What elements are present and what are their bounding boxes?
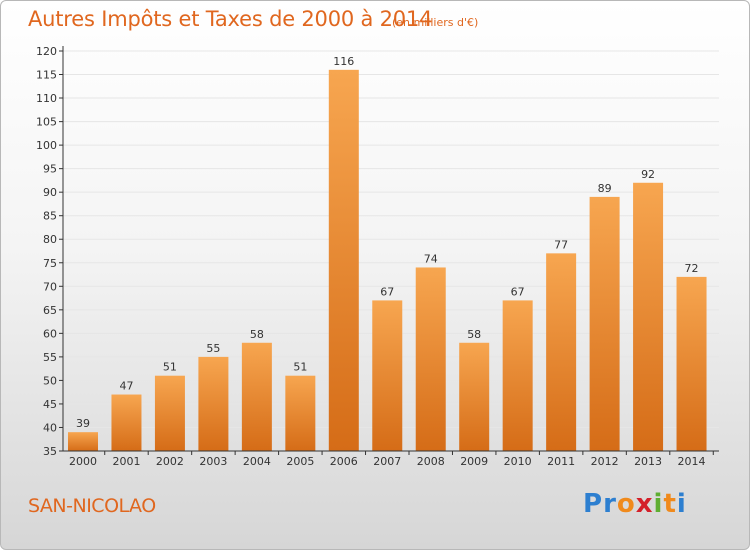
bar: [459, 342, 490, 451]
bar: [372, 300, 403, 451]
bar: [68, 432, 98, 451]
y-tick-label: 80: [43, 233, 57, 246]
data-label: 47: [119, 380, 133, 393]
y-tick-label: 85: [43, 210, 57, 223]
x-tick-label: 2012: [591, 455, 619, 468]
data-label: 116: [333, 55, 354, 68]
data-label: 39: [76, 417, 90, 430]
y-tick-label: 45: [43, 398, 57, 411]
bar: [415, 267, 446, 451]
y-tick-label: 70: [43, 280, 57, 293]
x-tick-label: 2003: [199, 455, 227, 468]
logo-letter: x: [635, 489, 654, 519]
x-tick-label: 2002: [156, 455, 184, 468]
data-label: 72: [685, 262, 699, 275]
data-label: 67: [380, 285, 394, 298]
y-tick-label: 105: [36, 116, 57, 129]
bar: [111, 394, 142, 451]
x-tick-label: 2010: [504, 455, 532, 468]
x-tick-label: 2011: [547, 455, 575, 468]
bar: [546, 253, 577, 451]
y-tick-label: 35: [43, 445, 57, 458]
y-tick-label: 90: [43, 186, 57, 199]
x-tick-label: 2000: [69, 455, 97, 468]
y-tick-label: 115: [36, 69, 57, 82]
chart-title: Autres Impôts et Taxes de 2000 à 2014: [28, 7, 433, 31]
data-label: 92: [641, 168, 655, 181]
y-tick-label: 65: [43, 304, 57, 317]
x-tick-label: 2013: [634, 455, 662, 468]
x-tick-label: 2004: [243, 455, 271, 468]
bar: [633, 182, 664, 451]
logo-letter: t: [663, 489, 677, 519]
logo-letter: r: [603, 489, 617, 519]
logo-letter: i: [653, 489, 664, 519]
x-tick-label: 2008: [417, 455, 445, 468]
x-tick-label: 2014: [678, 455, 706, 468]
data-label: 51: [293, 361, 307, 374]
data-label: 55: [206, 342, 220, 355]
bar: [676, 276, 707, 451]
x-tick-label: 2007: [373, 455, 401, 468]
x-tick-label: 2001: [112, 455, 140, 468]
data-label: 89: [598, 182, 612, 195]
bar: [241, 342, 272, 451]
y-tick-label: 40: [43, 421, 57, 434]
bar: [328, 69, 359, 451]
bar: [285, 375, 316, 451]
bar: [502, 300, 533, 451]
logo-letter: o: [616, 489, 636, 519]
y-tick-label: 60: [43, 327, 57, 340]
x-tick-label: 2006: [330, 455, 358, 468]
y-tick-label: 55: [43, 351, 57, 364]
data-label: 58: [250, 328, 264, 341]
bar: [589, 196, 620, 451]
bar: [154, 375, 185, 451]
data-label: 67: [511, 285, 525, 298]
bars: [68, 69, 707, 451]
logo-letter: P: [583, 489, 604, 519]
bar: [198, 356, 229, 451]
data-label: 51: [163, 361, 177, 374]
y-tick-label: 75: [43, 257, 57, 270]
labels: 35 40 45 50 55 60 65 70 75 80 85 90 95 100 105 110 115 12…: [36, 45, 706, 468]
x-tick-label: 2005: [286, 455, 314, 468]
chart-subtitle: (en milliers d'€): [392, 16, 479, 29]
y-tick-label: 50: [43, 374, 57, 387]
x-tick-label: 2009: [460, 455, 488, 468]
axes: [59, 46, 719, 455]
y-tick-label: 95: [43, 163, 57, 176]
commune-name: SAN-NICOLAO: [28, 495, 156, 517]
proxiti-logo[interactable]: Proxiti: [583, 489, 687, 519]
data-label: 74: [424, 252, 438, 265]
logo-letter: i: [676, 489, 687, 519]
y-tick-label: 110: [36, 92, 57, 105]
y-tick-label: 120: [36, 45, 57, 58]
data-label: 77: [554, 238, 568, 251]
y-tick-label: 100: [36, 139, 57, 152]
data-label: 58: [467, 328, 481, 341]
